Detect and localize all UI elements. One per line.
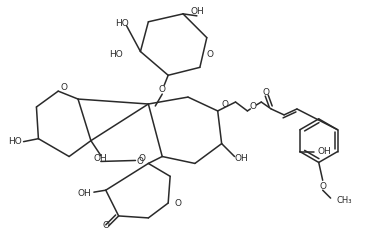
Text: O: O (174, 199, 181, 208)
Text: O: O (102, 221, 109, 230)
Text: O: O (319, 182, 326, 191)
Text: O: O (222, 100, 229, 109)
Text: O: O (263, 88, 270, 97)
Text: OH: OH (318, 147, 331, 156)
Text: O: O (137, 157, 144, 166)
Text: O: O (61, 83, 68, 92)
Text: HO: HO (109, 50, 123, 59)
Text: OH: OH (234, 154, 248, 163)
Text: O: O (139, 154, 146, 163)
Text: HO: HO (8, 137, 22, 146)
Text: O: O (207, 50, 214, 59)
Text: O: O (159, 85, 166, 94)
Text: OH: OH (94, 154, 108, 163)
Text: O: O (250, 103, 257, 112)
Text: OH: OH (77, 189, 91, 198)
Text: CH₃: CH₃ (337, 196, 352, 205)
Text: OH: OH (190, 7, 204, 16)
Text: HO: HO (115, 19, 129, 28)
